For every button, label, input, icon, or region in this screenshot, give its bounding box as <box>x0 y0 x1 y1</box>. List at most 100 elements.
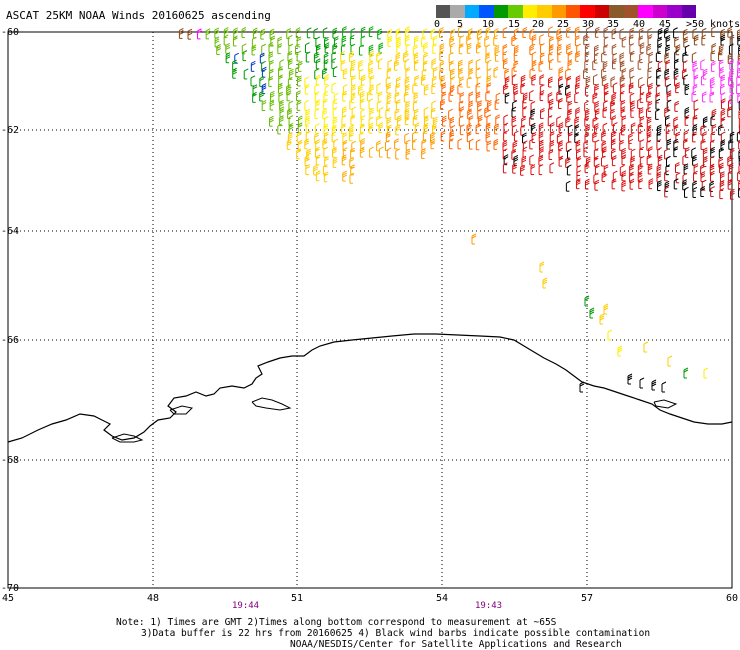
wind-barb <box>619 28 625 40</box>
wind-barb <box>261 43 266 55</box>
wind-barb <box>405 148 411 160</box>
wind-barb <box>575 139 581 151</box>
wind-barb <box>466 76 472 88</box>
wind-barb <box>466 34 471 46</box>
wind-barb <box>422 60 428 72</box>
wind-barb <box>539 43 545 55</box>
wind-barb <box>475 91 481 103</box>
wind-barb <box>414 122 420 134</box>
wind-barb <box>431 58 437 70</box>
wind-barb <box>332 156 338 168</box>
wind-barb <box>539 52 545 64</box>
wind-barb <box>720 83 725 95</box>
wind-barb <box>709 76 715 88</box>
wind-barb <box>639 91 645 103</box>
wind-barb <box>584 132 590 144</box>
wind-barb <box>638 107 644 119</box>
wind-barb <box>603 164 609 176</box>
wind-barb <box>322 27 328 39</box>
wind-barb <box>314 107 320 119</box>
wind-barb <box>583 34 588 46</box>
wind-barb <box>386 92 392 104</box>
wind-barb <box>574 124 580 136</box>
wind-barb <box>720 34 726 46</box>
wind-barb <box>684 44 690 56</box>
wind-barb <box>359 98 365 110</box>
wind-barb <box>664 68 670 80</box>
wind-barb <box>709 170 715 182</box>
wind-barb <box>719 162 724 174</box>
footnote-credit: NOAA/NESDIS/Center for Satellite Applica… <box>290 639 622 650</box>
wind-barb <box>592 131 597 143</box>
wind-barb <box>584 84 590 96</box>
wind-barb <box>584 295 590 307</box>
wind-barb <box>405 67 411 78</box>
wind-barb <box>395 148 400 160</box>
wind-barb <box>270 35 276 47</box>
wind-barb <box>728 138 733 150</box>
wind-barb <box>673 27 678 39</box>
wind-barb <box>682 154 688 166</box>
wind-barb <box>691 90 697 102</box>
scale-swatch <box>594 5 610 18</box>
wind-barb <box>440 130 446 142</box>
wind-barb <box>341 154 347 166</box>
wind-barb <box>450 42 455 54</box>
wind-barb <box>674 58 679 70</box>
wind-barb <box>594 179 600 191</box>
wind-barb <box>369 50 375 62</box>
wind-barb <box>627 373 633 385</box>
wind-barb <box>432 35 438 47</box>
wind-barb <box>529 90 534 102</box>
wind-barb <box>700 138 706 150</box>
wind-barb <box>538 164 544 176</box>
latitude-label: -62 <box>1 125 20 136</box>
wind-barb <box>297 122 303 134</box>
wind-barb <box>719 188 725 200</box>
wind-barb <box>520 164 525 176</box>
wind-barb <box>449 60 454 72</box>
wind-barb <box>349 130 354 142</box>
wind-barb <box>486 99 492 111</box>
scale-unit: knots <box>710 19 740 30</box>
wind-barb <box>475 123 481 135</box>
wind-barb <box>729 68 734 80</box>
wind-barb <box>369 107 374 119</box>
wind-barb <box>485 90 491 102</box>
wind-barb <box>666 90 672 102</box>
wind-barb <box>304 155 310 166</box>
wind-barb <box>395 124 401 136</box>
wind-barb <box>729 82 735 94</box>
longitude-label: 57 <box>581 593 594 604</box>
wind-barb <box>403 91 409 103</box>
wind-barb <box>589 307 595 319</box>
wind-barb <box>542 277 548 289</box>
scale-label: 15 <box>508 19 521 30</box>
wind-barb <box>395 83 401 94</box>
wind-barb <box>584 51 590 63</box>
wind-barb <box>475 139 481 151</box>
wind-barb <box>502 58 508 70</box>
wind-barb <box>323 146 329 158</box>
wind-barb <box>432 116 438 128</box>
wind-barb <box>638 130 643 142</box>
wind-barb <box>558 66 564 78</box>
wind-barb <box>513 28 519 40</box>
wind-barb <box>629 163 634 175</box>
wind-barb <box>225 43 231 54</box>
wind-barb <box>594 26 600 38</box>
wind-barb <box>628 82 634 94</box>
wind-barb <box>520 82 526 94</box>
wind-barb <box>315 154 321 166</box>
wind-barb <box>286 90 292 102</box>
wind-barb <box>315 123 320 135</box>
wind-barb <box>675 44 681 56</box>
wind-barb <box>232 67 237 79</box>
wind-barb <box>628 138 634 150</box>
wind-barb <box>522 27 528 38</box>
scale-label: 25 <box>557 19 570 30</box>
wind-barb <box>630 155 636 167</box>
wind-barb <box>377 28 382 40</box>
wind-barb <box>693 170 698 182</box>
wind-barb <box>296 131 302 143</box>
